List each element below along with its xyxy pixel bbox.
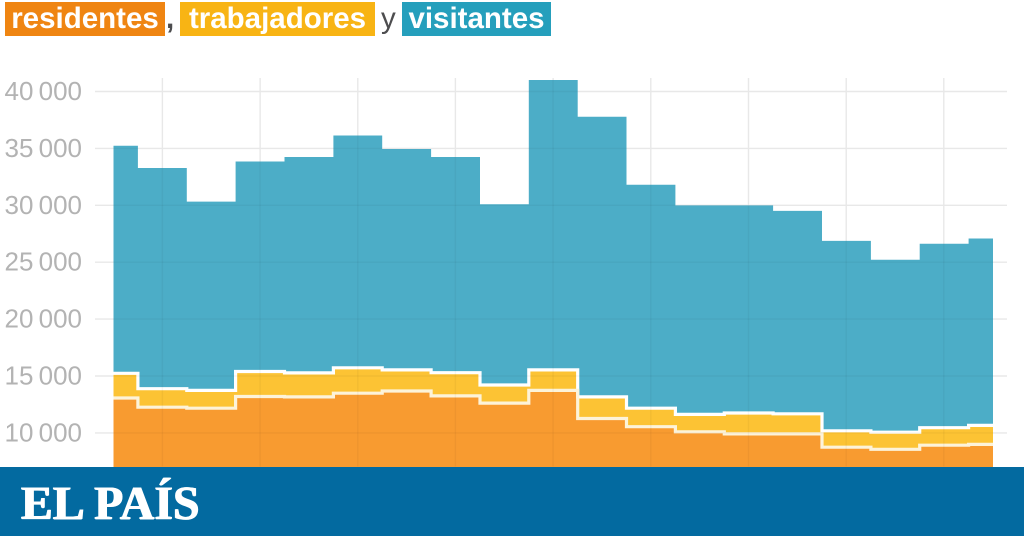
svg-text:30 000: 30 000: [4, 190, 82, 220]
svg-text:15 000: 15 000: [4, 361, 82, 391]
svg-text:20 000: 20 000: [4, 304, 82, 334]
svg-text:35 000: 35 000: [4, 133, 82, 163]
svg-text:10 000: 10 000: [4, 417, 82, 447]
svg-text:25 000: 25 000: [4, 247, 82, 277]
svg-text:40 000: 40 000: [4, 76, 82, 106]
